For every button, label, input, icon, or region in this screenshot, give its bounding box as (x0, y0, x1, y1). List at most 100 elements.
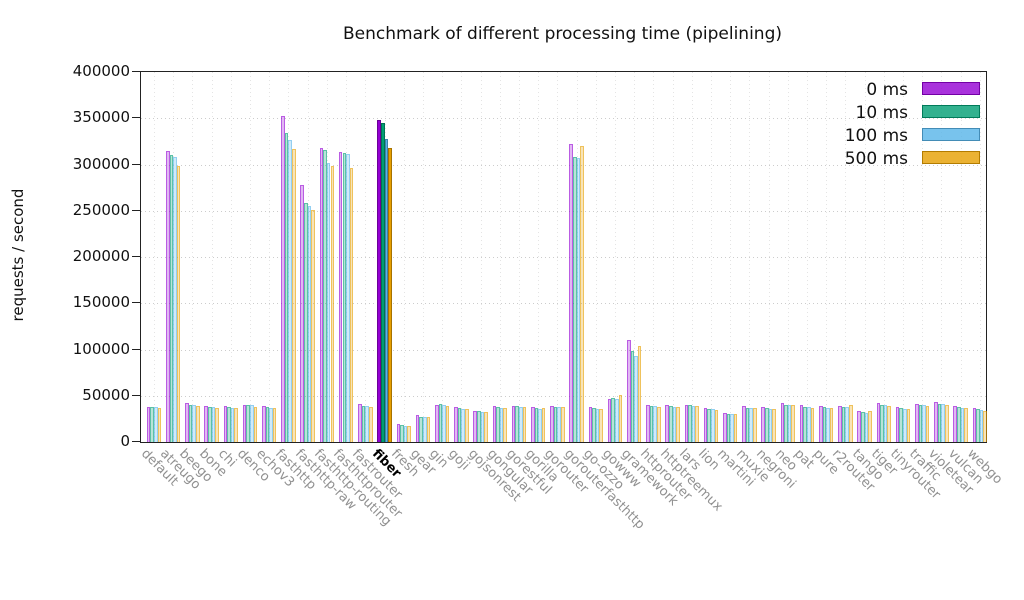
bar-webgo-100ms (979, 409, 984, 442)
bar-negroni-10ms (765, 408, 769, 442)
bar-fasthttp-10ms (284, 133, 289, 442)
bar-pat-10ms (803, 406, 807, 442)
bar-httprouter-10ms (649, 405, 654, 442)
bar-fasthttp-500ms (292, 148, 296, 442)
gridline-vertical (672, 72, 674, 442)
bar-gongular-100ms (499, 407, 504, 442)
bar-gorouterfasthttp-10ms (572, 157, 577, 442)
bar-gin-0ms (434, 404, 439, 442)
bar-fiber-0ms (377, 120, 381, 442)
bar-denco-500ms (253, 406, 258, 442)
gridline-horizontal (141, 118, 986, 120)
bar-fresh-10ms (400, 425, 404, 442)
bar-lars-10ms (688, 405, 692, 442)
bar-tinyrouter-100ms (903, 408, 907, 442)
bar-go-ozzo-0ms (588, 407, 593, 442)
bar-vulcan-0ms (953, 406, 958, 442)
bar-fastrouter-500ms (368, 406, 373, 442)
bar-fresh-500ms (407, 425, 411, 442)
y-tick-label: 100000 (72, 339, 130, 358)
bar-fasthttp-raw-10ms (304, 203, 308, 442)
bar-vulcan-100ms (960, 407, 965, 442)
bar-muxie-100ms (749, 407, 753, 442)
y-tick-mark (132, 302, 140, 304)
gridline-horizontal (141, 395, 986, 397)
bar-neo-100ms (787, 405, 792, 442)
bar-fiber-100ms (384, 138, 389, 442)
bar-gojsonrest-100ms (480, 411, 485, 442)
gridline-vertical (960, 72, 962, 442)
bar-fiber-10ms (380, 122, 385, 442)
gridline-horizontal (141, 303, 986, 305)
bar-fiber-500ms (388, 147, 392, 442)
legend-label: 10 ms (855, 103, 908, 123)
bar-echov3-100ms (269, 407, 273, 442)
bar-fasthttp-raw-500ms (311, 209, 315, 442)
bar-fresh-0ms (396, 424, 401, 442)
bar-beego-500ms (196, 405, 200, 442)
legend-swatch (922, 82, 980, 95)
bar-traffic-500ms (925, 405, 930, 442)
bar-webgo-500ms (983, 410, 988, 442)
bar-fasthttp-routing-10ms (323, 149, 327, 442)
bar-lion-500ms (714, 409, 719, 442)
y-tick-mark (132, 441, 140, 442)
bar-default-100ms (154, 407, 158, 442)
gridline-vertical (730, 72, 732, 442)
y-tick-label: 350000 (72, 108, 130, 127)
bar-gear-10ms (419, 416, 423, 442)
y-tick-label: 200000 (72, 247, 130, 265)
bar-tinyrouter-0ms (895, 407, 900, 442)
bar-beego-10ms (188, 404, 193, 442)
gridline-vertical (768, 72, 770, 442)
gridline-vertical (634, 72, 636, 442)
bar-neo-500ms (791, 405, 795, 442)
bar-echov3-10ms (265, 407, 270, 442)
bar-gowww-10ms (611, 397, 615, 442)
bar-fasthttp-routing-500ms (330, 166, 335, 442)
bar-denco-100ms (250, 405, 254, 442)
bar-pure-10ms (822, 407, 827, 442)
bar-gorouter-100ms (557, 406, 561, 442)
bar-muxie-500ms (753, 408, 757, 442)
bar-fastrouter-10ms (361, 405, 366, 442)
bar-gramework-100ms (634, 355, 638, 442)
bar-gongular-500ms (503, 408, 507, 442)
bar-chi-500ms (234, 408, 239, 442)
bar-go-ozzo-10ms (592, 408, 596, 442)
bar-gorouterfasthttp-0ms (569, 144, 573, 442)
bar-gorestful-500ms (522, 407, 527, 442)
bar-fasthttprouter-0ms (338, 152, 343, 442)
bar-atreugo-500ms (176, 166, 181, 442)
bar-fasthttp-raw-100ms (307, 206, 312, 442)
y-tick-label: 50000 (82, 385, 130, 404)
bar-gorilla-100ms (538, 408, 542, 442)
bar-default-0ms (146, 406, 151, 442)
bar-muxie-10ms (745, 407, 750, 442)
bar-goji-0ms (454, 407, 458, 442)
bar-gorilla-0ms (530, 407, 535, 442)
bar-pat-0ms (799, 405, 804, 442)
legend-item-10ms: 10 ms (720, 102, 980, 125)
gridline-vertical (826, 72, 828, 442)
legend: 0 ms 10 ms 100 ms 500 ms (720, 79, 980, 175)
bar-tiger-100ms (883, 405, 888, 442)
bar-tiger-500ms (887, 405, 892, 442)
bar-gowww-500ms (618, 395, 623, 442)
bar-neo-0ms (780, 403, 785, 442)
bar-gorestful-0ms (511, 405, 516, 442)
bar-muxie-0ms (742, 406, 746, 442)
bar-beego-100ms (192, 405, 197, 442)
bar-bone-10ms (208, 407, 212, 442)
bar-chi-0ms (223, 406, 228, 442)
gridline-vertical (365, 72, 367, 442)
bar-chi-100ms (230, 407, 235, 442)
gridline-vertical (614, 72, 616, 442)
bar-negroni-500ms (772, 408, 776, 442)
bar-tinyrouter-500ms (906, 409, 911, 442)
gridline-vertical (883, 72, 885, 442)
bar-atreugo-100ms (173, 157, 177, 442)
gridline-vertical (557, 72, 559, 442)
bar-gongular-10ms (496, 407, 500, 442)
legend-swatch (922, 128, 980, 141)
